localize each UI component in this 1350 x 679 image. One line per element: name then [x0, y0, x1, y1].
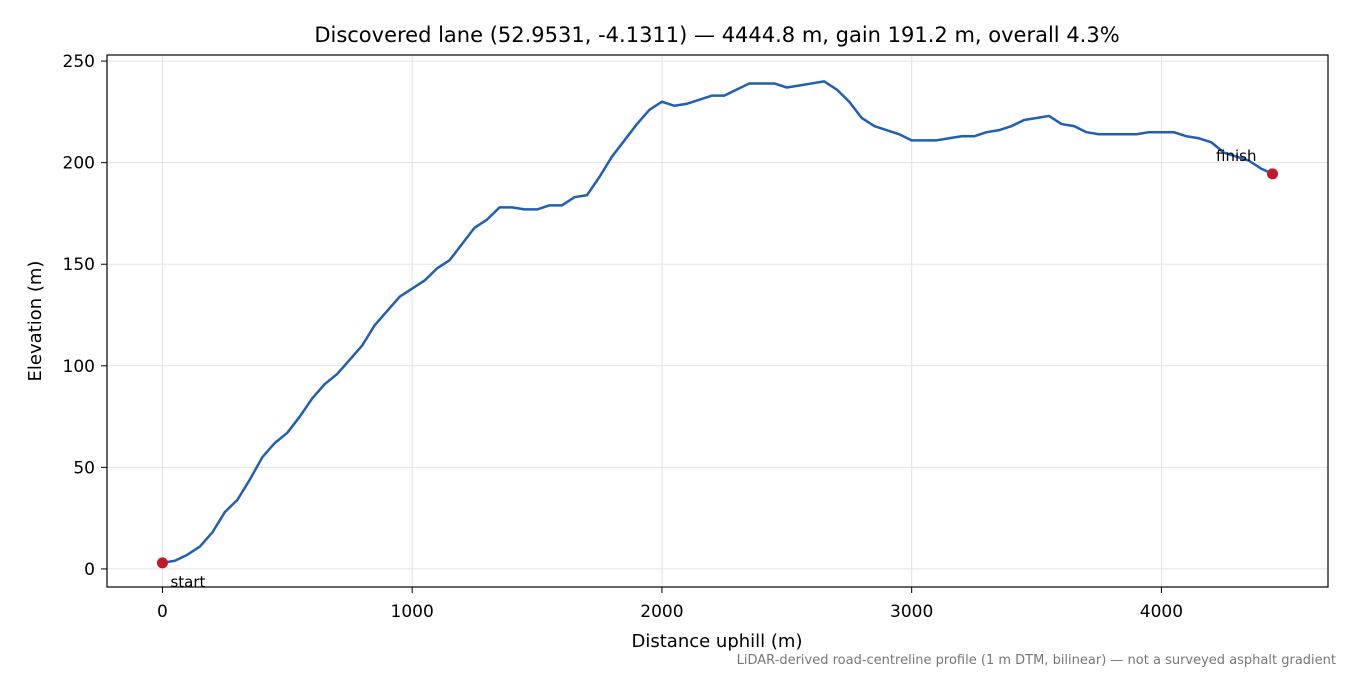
- y-tick-label: 100: [63, 357, 95, 377]
- x-tick-label: 3000: [890, 602, 933, 622]
- y-tick-label: 200: [63, 154, 95, 174]
- plot-frame: [106, 54, 1329, 588]
- y-tick-label: 250: [63, 52, 95, 72]
- elevation-line: [162, 80, 1274, 565]
- endpoint-label: finish: [1216, 147, 1256, 165]
- endpoint-label: start: [170, 573, 205, 591]
- y-tick-label: 0: [84, 560, 95, 580]
- footnote: LiDAR-derived road-centreline profile (1…: [737, 653, 1336, 668]
- y-tick-label: 150: [63, 255, 95, 275]
- x-tick-label: 0: [157, 602, 168, 622]
- x-axis-label: Distance uphill (m): [632, 631, 803, 652]
- x-tick-label: 1000: [391, 602, 434, 622]
- endpoint-marker: [1267, 168, 1279, 180]
- y-axis-label: Elevation (m): [25, 261, 46, 382]
- y-tick-label: 50: [73, 458, 95, 478]
- x-tick-label: 4000: [1140, 602, 1183, 622]
- x-tick-label: 2000: [640, 602, 683, 622]
- endpoint-marker: [156, 557, 168, 569]
- chart-title: Discovered lane (52.9531, -4.1311) — 444…: [314, 23, 1119, 47]
